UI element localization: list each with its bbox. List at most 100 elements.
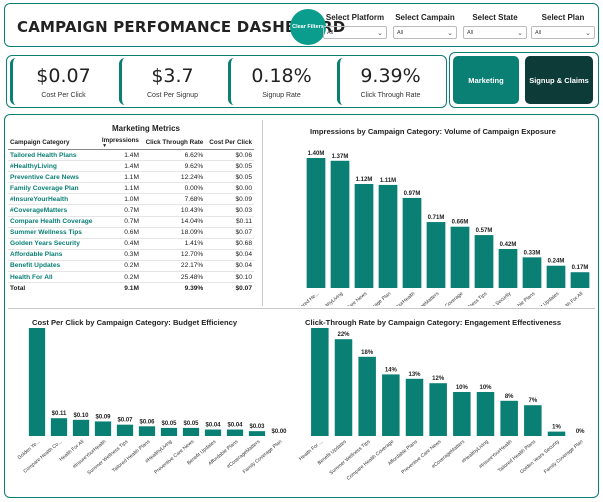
bar[interactable] [426, 222, 446, 288]
bar[interactable] [382, 374, 400, 436]
impressions-bar-chart: 1.40M Tailored He... 1.37M #HealthyLiving 1.… [294, 151, 590, 306]
bar[interactable] [429, 383, 447, 436]
bar[interactable] [358, 356, 376, 436]
category-cell: Affordable Plans [8, 249, 99, 261]
bar[interactable] [547, 431, 566, 436]
cpc-chart-title: Cost Per Click by Campaign Category: Bud… [32, 318, 238, 327]
column-header[interactable]: Campaign Category [8, 136, 99, 150]
category-tick-label: Tailored He... [294, 291, 320, 306]
bar[interactable] [476, 392, 495, 436]
bar[interactable] [570, 272, 590, 288]
state-slicer[interactable]: Select State All ⌄ [463, 13, 527, 39]
bar[interactable] [498, 249, 518, 288]
bar[interactable] [138, 426, 156, 436]
total-cell: Total [8, 282, 99, 294]
slicer-value: All [327, 29, 334, 36]
table-row[interactable]: Family Coverage Plan 1.1M 0.00% $0.00 [8, 182, 254, 195]
category-cell: #CoverageMatters [8, 204, 99, 217]
bar[interactable] [450, 226, 470, 288]
data-label: $0.06 [139, 419, 155, 425]
category-cell: Health For All [8, 271, 99, 284]
platform-dropdown[interactable]: All ⌄ [323, 26, 387, 39]
signup-claims-page-button[interactable]: Signup & Claims [525, 56, 593, 104]
table-row[interactable]: #CoverageMatters 0.7M 10.43% $0.03 [8, 204, 254, 217]
metric-cell: $0.68 [205, 238, 254, 250]
category-cell: Compare Health Coverage [8, 216, 99, 228]
column-header[interactable]: Click Through Rate [140, 136, 206, 150]
plan-slicer[interactable]: Select Plan All ⌄ [531, 13, 595, 39]
table-row[interactable]: Preventive Care News 1.1M 12.24% $0.05 [8, 171, 254, 184]
data-label: 0% [576, 429, 585, 435]
bar[interactable] [72, 419, 90, 436]
bar[interactable] [116, 424, 134, 436]
table-row[interactable]: Golden Years Security 0.4M 1.41% $0.68 [8, 238, 254, 250]
bar[interactable] [402, 197, 422, 288]
table-row[interactable]: Summer Wellness Tips 0.6M 18.09% $0.07 [8, 227, 254, 239]
bar[interactable] [500, 400, 518, 436]
ctr-chart-title: Click-Through Rate by Campaign Category:… [305, 318, 562, 327]
bar[interactable] [522, 257, 542, 288]
bar[interactable] [546, 265, 566, 288]
bar[interactable] [405, 378, 424, 436]
table-row[interactable]: Tailored Health Plans 1.4M 6.62% $0.06 [8, 149, 254, 162]
table-row[interactable]: Benefit Updates 0.2M 22.17% $0.04 [8, 260, 254, 273]
bar[interactable] [378, 184, 398, 288]
column-header[interactable]: Cost Per Click [205, 136, 254, 150]
category-tick-label: Preventive Care News [400, 439, 442, 476]
bar[interactable] [524, 405, 542, 436]
metric-cell: 1.4M [98, 149, 141, 162]
platform-slicer[interactable]: Select Platform All ⌄ [323, 13, 387, 39]
category-tick-label: Preventive Care News [153, 439, 195, 476]
bar[interactable] [248, 431, 266, 436]
column-header[interactable]: Impressions ▼ [98, 136, 141, 150]
bar[interactable] [94, 421, 112, 436]
kpi-label: Click Through Rate [360, 92, 421, 99]
metric-cell: 0.7M [98, 216, 141, 228]
plan-dropdown[interactable]: All ⌄ [531, 26, 595, 39]
bar[interactable] [334, 339, 353, 436]
bar[interactable] [160, 427, 178, 436]
metric-cell: $0.10 [205, 271, 254, 284]
metric-cell: 25.48% [140, 271, 206, 284]
table-row[interactable]: Health For All 0.2M 25.48% $0.10 [8, 271, 254, 284]
bar[interactable] [453, 392, 471, 436]
data-label: 7% [528, 398, 537, 404]
click-through-rate-bar-chart: 25%Health For ...22%Benefit Updates18%Su… [298, 328, 585, 482]
metric-cell: $0.04 [205, 260, 254, 273]
bar[interactable] [354, 184, 374, 288]
bar[interactable] [204, 429, 222, 436]
bar[interactable] [311, 328, 329, 436]
bar[interactable] [226, 429, 244, 436]
metric-cell: 1.4M [98, 160, 141, 173]
data-label: $0.05 [183, 421, 199, 427]
table-row[interactable]: #HealthyLiving 1.4M 9.62% $0.05 [8, 160, 254, 173]
slicer-label: Select Platform [325, 13, 385, 22]
total-cell: $0.07 [205, 282, 254, 294]
bar[interactable] [182, 427, 200, 436]
table-row[interactable]: Compare Health Coverage 0.7M 14.04% $0.11 [8, 216, 254, 228]
bar[interactable] [28, 328, 46, 436]
data-label: $0.07 [117, 418, 133, 424]
data-label: 1.12M [356, 177, 373, 183]
data-label: 0.66M [452, 220, 469, 226]
chevron-down-icon: ⌄ [517, 29, 523, 37]
kpi-label: Cost Per Signup [147, 92, 198, 99]
bar[interactable] [474, 235, 494, 288]
chevron-down-icon: ⌄ [447, 29, 453, 37]
kpi-label: Signup Rate [262, 92, 301, 99]
state-dropdown[interactable]: All ⌄ [463, 26, 527, 39]
bar[interactable] [50, 418, 68, 436]
clear-filters-button[interactable]: Clear Filters [290, 9, 326, 45]
campaign-dropdown[interactable]: All ⌄ [393, 26, 457, 39]
slicer-value: All [467, 29, 474, 36]
metric-cell: 0.7M [98, 204, 141, 217]
bar[interactable] [306, 158, 326, 288]
bar[interactable] [330, 160, 350, 288]
column-header-label: Impressions [101, 137, 139, 144]
table-row[interactable]: #InsureYourHealth 1.0M 7.68% $0.09 [8, 193, 254, 206]
campaign-slicer[interactable]: Select Campain All ⌄ [393, 13, 457, 39]
data-label: $0.11 [52, 411, 67, 417]
marketing-page-button[interactable]: Marketing [453, 56, 519, 104]
table-row[interactable]: Affordable Plans 0.3M 12.70% $0.04 [8, 249, 254, 261]
data-label: 0.97M [404, 191, 421, 197]
